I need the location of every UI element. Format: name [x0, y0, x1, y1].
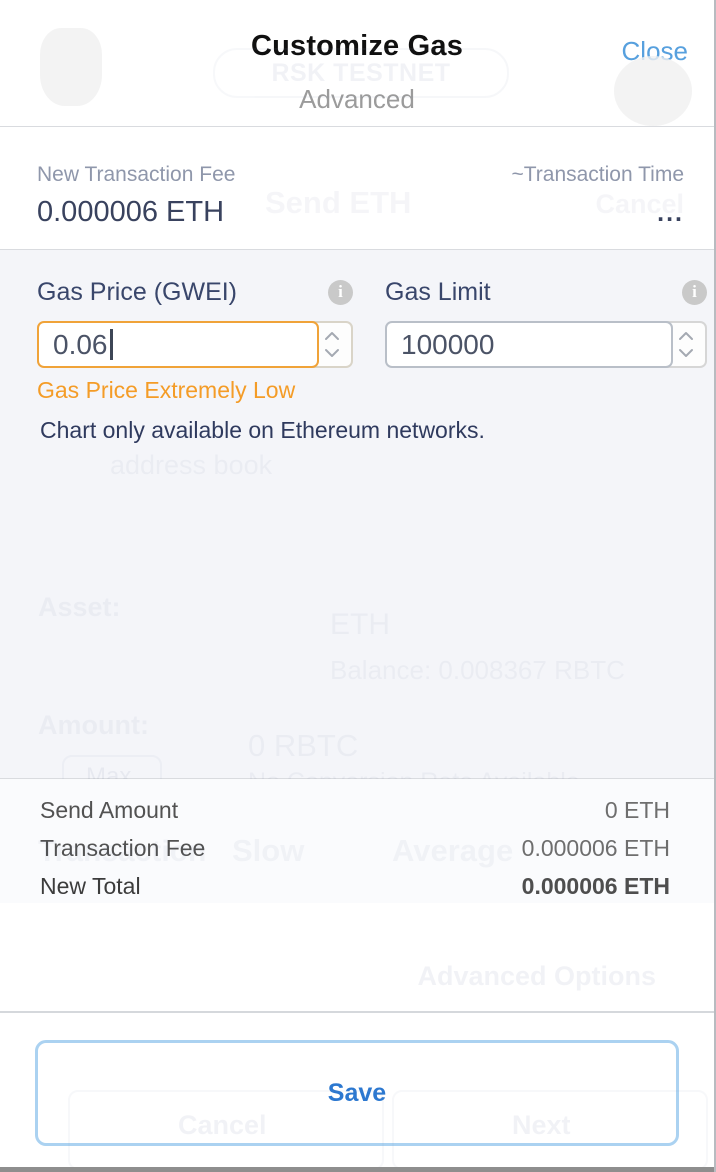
new-transaction-fee-label: New Transaction Fee [37, 163, 236, 186]
network-name-bleed: RSK TESTNET [271, 58, 451, 87]
gas-limit-input[interactable]: 100000 [385, 321, 673, 368]
chart-availability-note: Chart only available on Ethereum network… [40, 417, 485, 443]
gas-price-field: Gas Price (GWEI) i 0.06 Gas Price Extrem… [37, 276, 353, 404]
text-cursor [109, 329, 113, 360]
network-pill-bleed: RSK TESTNET [213, 48, 509, 98]
bottom-edge-bar [0, 1167, 714, 1172]
bleed-send-title: Send ETH [265, 185, 412, 220]
account-avatar-bleed [614, 56, 692, 126]
save-button-label: Save [327, 1078, 387, 1107]
new-total-label: New Total [40, 873, 141, 899]
gas-limit-field: Gas Limit i 100000 [385, 276, 707, 368]
spinner-up-icon[interactable] [324, 331, 340, 341]
bleed-asset-label: Asset: [38, 592, 121, 622]
bleed-amount-value: 0 RBTC [248, 728, 359, 763]
bleed-asset-name: ETH [330, 608, 390, 641]
new-total-row: New Total 0.000006 ETH [40, 867, 670, 905]
gas-limit-info-icon[interactable]: i [682, 279, 707, 305]
send-amount-row: Send Amount 0 ETH [40, 791, 670, 829]
new-total-value: 0.000006 ETH [521, 873, 670, 899]
totals-section: Transaction Slow Average Send Amount 0 E… [0, 779, 714, 903]
gas-price-label: Gas Price (GWEI) [37, 277, 238, 306]
send-amount-value: 0 ETH [604, 797, 670, 823]
transaction-time-value: ... [657, 199, 684, 227]
new-transaction-fee-value: 0.000006 ETH [37, 196, 225, 228]
bleed-amount-label: Amount: [38, 710, 149, 740]
metamask-fox-logo-bleed [40, 28, 102, 106]
transaction-fee-label: Transaction Fee [40, 835, 206, 861]
transaction-fee-value: 0.000006 ETH [521, 835, 670, 861]
spinner-down-icon[interactable] [324, 348, 340, 358]
modal-subtitle: Advanced [299, 84, 415, 114]
modal-header: RSK TESTNET Customize Gas Close Advanced [0, 0, 714, 127]
transaction-time-label: ~Transaction Time [511, 163, 684, 186]
spacer-section: Advanced Options [0, 903, 714, 1013]
bleed-asset-balance: Balance: 0.008367 RBTC [330, 655, 625, 685]
fee-summary-row: Send ETH Cancel New Transaction Fee 0.00… [0, 127, 714, 250]
modal-title: Customize Gas [250, 30, 464, 62]
send-amount-label: Send Amount [40, 797, 179, 823]
gas-limit-input-value: 100000 [401, 328, 495, 360]
spinner-down-icon[interactable] [678, 348, 694, 358]
gas-form-section: Gas Price (GWEI) i 0.06 Gas Price Extrem… [0, 250, 714, 801]
bleed-address-book: address book [110, 450, 273, 480]
gas-price-warning: Gas Price Extremely Low [37, 377, 296, 403]
spinner-up-icon[interactable] [678, 331, 694, 341]
bleed-advanced-options: Advanced Options [417, 961, 656, 991]
modal-footer: Cancel Next Save [0, 1015, 714, 1172]
transaction-fee-row: Transaction Fee 0.000006 ETH [40, 829, 670, 867]
gas-price-input-value: 0.06 [53, 328, 108, 360]
gas-limit-label: Gas Limit [385, 277, 491, 306]
gas-price-info-icon[interactable]: i [328, 279, 353, 305]
gas-price-input[interactable]: 0.06 [37, 321, 319, 368]
save-button[interactable]: Save [35, 1040, 679, 1146]
